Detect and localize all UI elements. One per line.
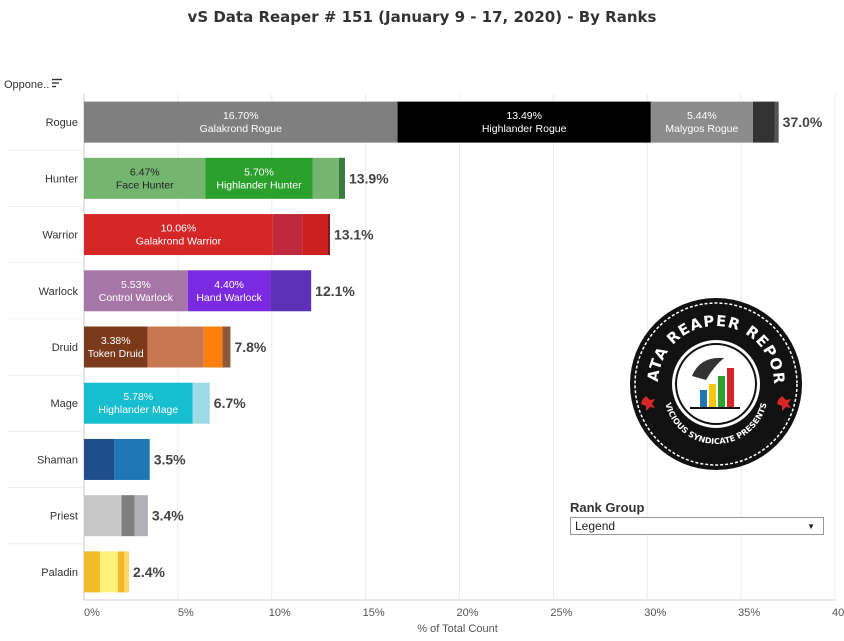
bar-segment: [99, 551, 118, 593]
category-label: Priest: [50, 511, 78, 523]
bar-segment: [84, 157, 206, 199]
bar-segment: [192, 382, 210, 424]
category-label: Mage: [50, 398, 78, 410]
x-tick-label: 25%: [550, 607, 572, 619]
sort-icon[interactable]: [52, 78, 62, 88]
bar-segment: [84, 101, 398, 143]
category-label: Rogue: [46, 117, 78, 129]
segment-percent-label: 6.47%: [130, 166, 160, 178]
bar-segment: [222, 326, 231, 368]
x-tick-label: 0%: [84, 607, 100, 619]
segment-percent-label: 5.44%: [687, 110, 717, 122]
segment-name-label: Malygos Rogue: [665, 123, 738, 135]
total-label: 7.8%: [234, 339, 266, 355]
row-axis-header[interactable]: Oppone..: [4, 79, 50, 91]
bar-segment: [397, 101, 651, 143]
bar-segment: [124, 551, 130, 593]
bar-segment: [84, 214, 273, 256]
bar-segment: [650, 101, 753, 143]
bar-segment: [205, 157, 313, 199]
rank-group-title: Rank Group: [570, 500, 645, 515]
segment-percent-label: 5.78%: [123, 391, 153, 403]
bar-segment: [272, 214, 303, 256]
segment-percent-label: 3.38%: [101, 335, 131, 347]
bar-segment: [302, 214, 328, 256]
x-axis-label: % of Total Count: [417, 623, 498, 635]
segment-name-label: Highlander Hunter: [216, 179, 302, 191]
total-label: 12.1%: [315, 283, 355, 299]
bar-segment: [312, 157, 339, 199]
data-reaper-report-logo: DATA REAPER REPORT VICIOUS SYNDICATE PRE…: [628, 296, 802, 470]
total-label: 3.4%: [152, 508, 184, 524]
bar-segment: [203, 326, 223, 368]
segment-percent-label: 5.70%: [244, 166, 274, 178]
segment-name-label: Highlander Rogue: [482, 123, 567, 135]
category-label: Warlock: [39, 286, 79, 298]
category-label: Paladin: [41, 567, 78, 579]
bar-segment: [114, 438, 150, 480]
bar-segment: [270, 270, 312, 312]
bar-segment: [774, 101, 779, 143]
segment-name-label: Highlander Mage: [98, 404, 178, 416]
category-label: Shaman: [37, 454, 78, 466]
x-tick-label: 15%: [363, 607, 385, 619]
segment-percent-label: 5.53%: [121, 279, 151, 291]
chart-title: vS Data Reaper # 151 (January 9 - 17, 20…: [187, 8, 657, 26]
bar-segment: [84, 495, 122, 537]
bar-segment: [84, 551, 100, 593]
category-label: Hunter: [45, 173, 78, 185]
segment-name-label: Galakrond Warrior: [136, 236, 222, 248]
segment-percent-label: 16.70%: [223, 110, 259, 122]
total-label: 3.5%: [154, 451, 186, 467]
segment-percent-label: 4.40%: [214, 279, 244, 291]
segment-percent-label: 13.49%: [506, 110, 542, 122]
total-label: 13.1%: [334, 227, 374, 243]
segment-name-label: Hand Warlock: [196, 292, 262, 304]
category-label: Warrior: [42, 230, 78, 242]
total-label: 13.9%: [349, 170, 389, 186]
bar-segment: [84, 438, 115, 480]
rank-group-select[interactable]: Legend ▼: [570, 517, 824, 535]
segment-name-label: Galakrond Rogue: [200, 123, 282, 135]
total-label: 2.4%: [133, 564, 165, 580]
total-label: 6.7%: [214, 395, 246, 411]
bar-segment: [752, 101, 775, 143]
rank-group-selected: Legend: [575, 519, 616, 533]
x-tick-label: 40%: [832, 607, 844, 619]
bar-segment: [187, 270, 271, 312]
total-label: 37.0%: [783, 114, 823, 130]
bar-segment: [84, 270, 188, 312]
bar-segment: [134, 495, 148, 537]
bar-segment: [117, 551, 125, 593]
segment-name-label: Control Warlock: [99, 292, 174, 304]
bar-segment: [147, 326, 204, 368]
x-tick-label: 10%: [269, 607, 291, 619]
segment-name-label: Token Druid: [88, 348, 144, 360]
category-label: Druid: [52, 342, 78, 354]
chevron-down-icon[interactable]: ▼: [807, 522, 815, 531]
bar-segment: [121, 495, 135, 537]
x-tick-label: 20%: [456, 607, 478, 619]
x-tick-label: 5%: [178, 607, 194, 619]
bar-segment: [84, 382, 193, 424]
segment-name-label: Face Hunter: [116, 179, 174, 191]
segment-percent-label: 10.06%: [161, 223, 197, 235]
bar-segment: [327, 214, 330, 256]
bar-segment: [338, 157, 345, 199]
x-tick-label: 35%: [738, 607, 760, 619]
bar-segment: [84, 326, 148, 368]
x-tick-label: 30%: [644, 607, 666, 619]
